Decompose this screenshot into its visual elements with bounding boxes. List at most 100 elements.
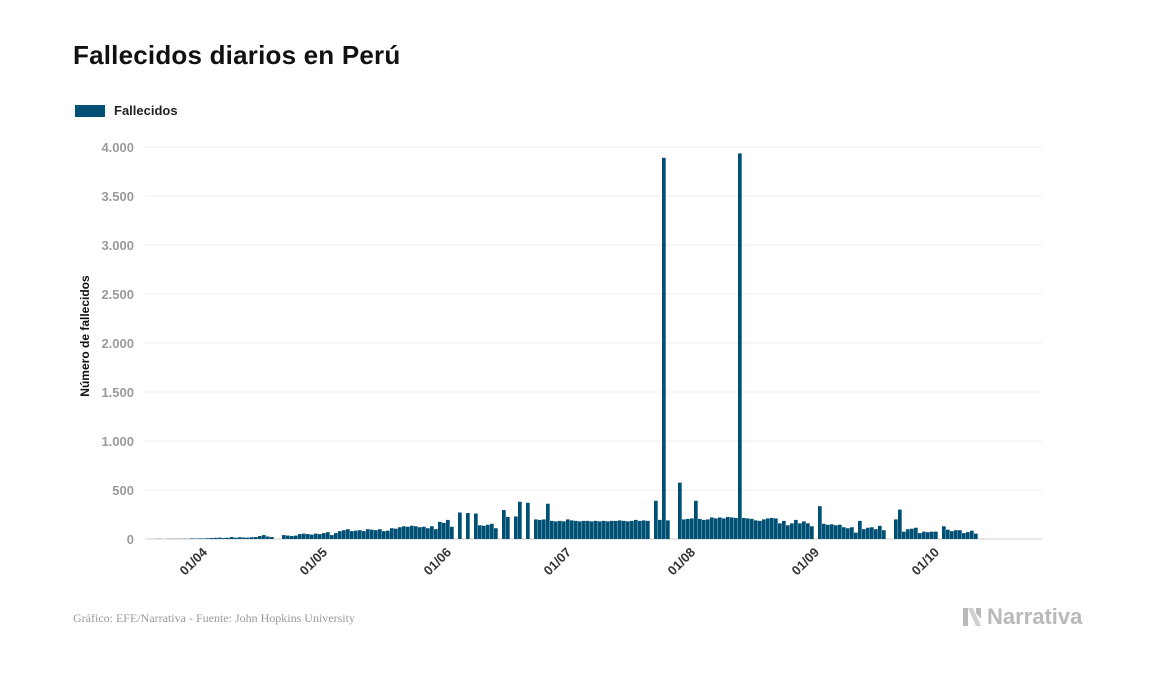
bar [810,526,814,539]
bar [934,531,938,539]
bar [950,531,954,539]
bar [602,520,606,539]
x-tick-label: 01/08 [665,545,699,579]
bar [378,529,382,539]
bar [234,537,238,539]
bar [374,530,378,539]
bar [942,526,946,539]
bar [930,531,934,539]
brand-logo: Narrativa [962,604,1082,630]
bar [774,518,778,539]
bar [626,521,630,539]
bar [738,153,742,539]
bar [370,529,374,539]
bar [338,531,342,539]
bar [478,525,482,539]
bar [606,521,610,539]
bar [666,520,670,539]
y-tick-label: 2.500 [101,287,134,302]
bar [794,519,798,539]
bar [822,523,826,539]
bar [834,525,838,539]
bar [946,529,950,539]
bars [154,153,978,539]
bar [962,533,966,539]
bar [314,533,318,539]
x-tick-label: 01/04 [177,544,211,578]
bar [702,519,706,539]
bar [826,524,830,539]
narrativa-n-logo-icon [963,608,981,626]
bar [630,520,634,539]
y-axis-ticks: 0 500 1.000 1.500 2.000 2.500 3.000 3.500 4.000 [101,140,134,547]
bar [710,517,714,539]
y-tick-label: 1.000 [101,434,134,449]
bar [646,520,650,539]
y-tick-label: 2.000 [101,336,134,351]
bar [866,527,870,539]
bar [922,531,926,539]
bar [638,520,642,539]
bar [926,532,930,539]
bar [862,529,866,539]
bar [802,521,806,539]
bar [958,530,962,539]
x-tick-label: 01/07 [541,545,575,579]
bar [482,525,486,539]
bar [514,516,518,539]
bar [250,537,254,539]
x-axis-ticks: 01/04 01/05 01/06 01/07 01/08 01/09 01/10 [177,544,943,578]
bar [230,537,234,539]
bar [918,533,922,539]
bar [466,513,470,539]
chart-title: Fallecidos diarios en Perú [73,40,401,70]
bar [458,512,462,539]
bar [406,526,410,539]
bar [846,528,850,539]
bar [282,535,286,539]
bar [582,520,586,539]
bar [310,534,314,539]
legend-swatch [75,104,105,117]
bar [974,533,978,539]
bar [894,519,898,539]
bar [642,520,646,539]
bar [830,524,834,539]
bar [306,534,310,539]
bar [450,526,454,539]
bar [898,509,902,539]
bar [778,523,782,539]
bar [266,536,270,539]
bar [238,537,242,539]
bar [766,518,770,539]
bar [734,517,738,539]
bar [878,525,882,539]
bar [714,518,718,539]
bar [806,523,810,539]
bar [610,520,614,539]
bar [554,521,558,539]
bar [562,521,566,539]
bar [526,502,530,539]
bar [726,516,730,539]
bar [954,530,958,539]
bar [598,521,602,539]
y-tick-label: 4.000 [101,140,134,155]
bar [538,519,542,539]
bar [426,528,430,539]
bar [690,518,694,539]
bar [410,525,414,539]
bar [334,533,338,539]
bar [594,520,598,539]
bar [838,524,842,539]
bar [618,520,622,539]
bar [210,538,214,539]
y-tick-label: 1.500 [101,385,134,400]
bar [322,533,326,539]
bar [242,537,246,539]
bar [206,538,210,539]
bar [818,506,822,539]
bar [398,527,402,539]
y-tick-label: 500 [112,483,134,498]
